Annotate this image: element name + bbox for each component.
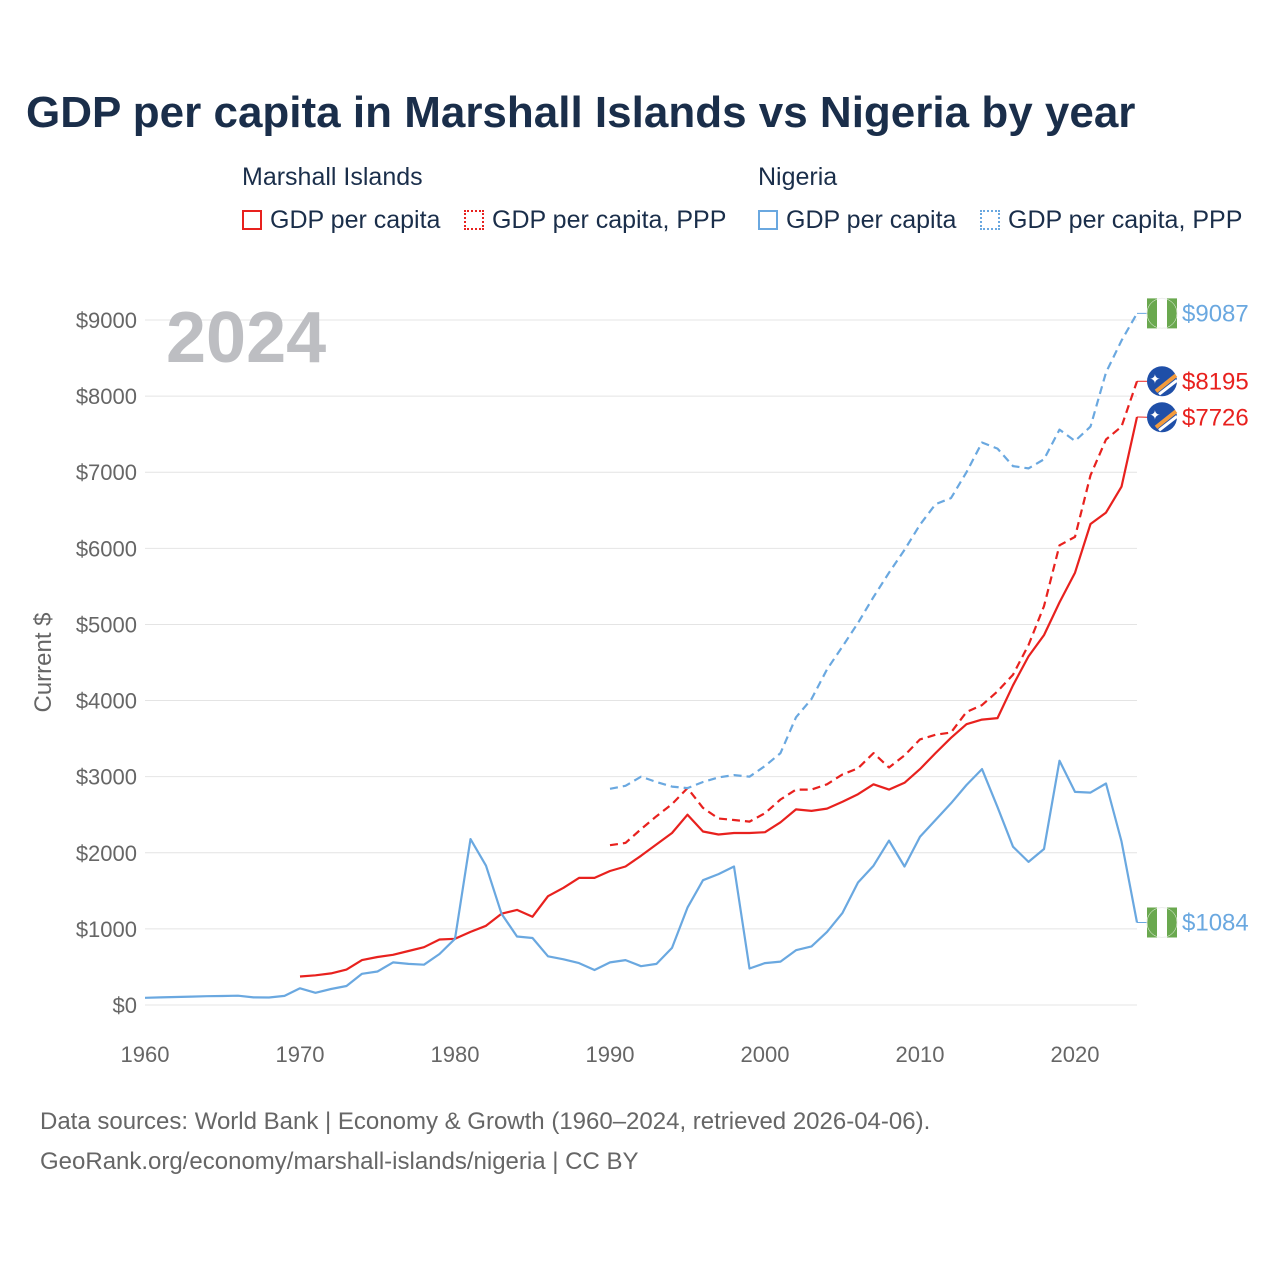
x-tick-label: 2020 bbox=[1051, 1042, 1100, 1067]
legend-group-nigeria: Nigeria bbox=[758, 163, 838, 191]
flag-stripe bbox=[1158, 379, 1178, 396]
y-tick-label: $7000 bbox=[76, 460, 137, 485]
legend-swatch-solid-blue bbox=[758, 210, 778, 230]
flag-outline bbox=[1146, 907, 1178, 938]
flag-stripe bbox=[1158, 415, 1178, 432]
x-tick-label: 1970 bbox=[276, 1042, 325, 1067]
legend-nigeria-gdp-ppp[interactable]: GDP per capita, PPP bbox=[980, 205, 1242, 235]
legend-nigeria-gdp[interactable]: GDP per capita bbox=[758, 205, 956, 235]
legend-label: GDP per capita, PPP bbox=[1008, 205, 1243, 234]
end-value-label: $9087 bbox=[1182, 300, 1249, 327]
chart-area: $0 $1000 $2000 $3000 $4000 $5000 $6000 $7000 $80… bbox=[30, 297, 1249, 1067]
x-tick-label: 2000 bbox=[741, 1042, 790, 1067]
x-tick-label: 1960 bbox=[121, 1042, 170, 1067]
series-line-marshall-islands-gdp-per-capita-ppp bbox=[609, 380, 1139, 847]
y-tick-label: $1000 bbox=[76, 917, 137, 942]
source-line-1: Data sources: World Bank | Economy & Gro… bbox=[40, 1108, 931, 1135]
y-tick-label: $9000 bbox=[76, 308, 137, 333]
y-tick-label: $3000 bbox=[76, 765, 137, 790]
end-value-label: $8195 bbox=[1182, 368, 1249, 395]
series-line-marshall-islands-gdp-per-capita bbox=[299, 416, 1139, 978]
current-year-label: 2024 bbox=[166, 298, 326, 378]
flag-stripe bbox=[1167, 298, 1177, 329]
y-tick-label: $0 bbox=[113, 993, 137, 1018]
x-tick-label: 1990 bbox=[586, 1042, 635, 1067]
legend-label: GDP per capita bbox=[786, 205, 957, 234]
flag-stripe bbox=[1167, 907, 1177, 938]
y-axis-label: Current $ bbox=[30, 612, 57, 712]
chart-title: GDP per capita in Marshall Islands vs Ni… bbox=[26, 88, 1136, 137]
legend-label: GDP per capita, PPP bbox=[492, 205, 727, 234]
flag-stripe bbox=[1154, 373, 1178, 393]
end-value-label: $7726 bbox=[1182, 404, 1249, 431]
legend-swatch-dotted-red bbox=[464, 210, 484, 230]
source-line-2[interactable]: GeoRank.org/economy/marshall-islands/nig… bbox=[40, 1148, 639, 1175]
legend-marshall-gdp[interactable]: GDP per capita bbox=[242, 205, 440, 235]
y-tick-label: $6000 bbox=[76, 536, 137, 561]
flag-stripe bbox=[1147, 298, 1157, 329]
y-tick-label: $2000 bbox=[76, 841, 137, 866]
legend-label: GDP per capita bbox=[270, 205, 441, 234]
y-tick-label: $4000 bbox=[76, 689, 137, 714]
series-line-nigeria-gdp-per-capita bbox=[144, 759, 1139, 999]
flag-star: ✦ bbox=[1150, 371, 1161, 386]
marshall-islands-flag-icon bbox=[1147, 366, 1177, 397]
legend-swatch-solid-red bbox=[242, 210, 262, 230]
end-value-label: $1084 bbox=[1182, 909, 1249, 936]
x-tick-label: 2010 bbox=[896, 1042, 945, 1067]
flag-stripe bbox=[1154, 409, 1178, 429]
legend-marshall-gdp-ppp[interactable]: GDP per capita, PPP bbox=[464, 205, 726, 235]
flag-stripe bbox=[1147, 907, 1157, 938]
y-tick-label: $5000 bbox=[76, 612, 137, 637]
series-line-nigeria-gdp-per-capita-ppp bbox=[609, 312, 1138, 790]
legend-group-marshall-islands: Marshall Islands bbox=[242, 163, 423, 191]
legend-swatch-dotted-blue bbox=[980, 210, 1000, 230]
x-tick-label: 1980 bbox=[431, 1042, 480, 1067]
flag-outline bbox=[1146, 298, 1178, 329]
marshall-islands-flag-icon bbox=[1147, 402, 1177, 433]
y-tick-label: $8000 bbox=[76, 384, 137, 409]
flag-star: ✦ bbox=[1150, 407, 1161, 422]
